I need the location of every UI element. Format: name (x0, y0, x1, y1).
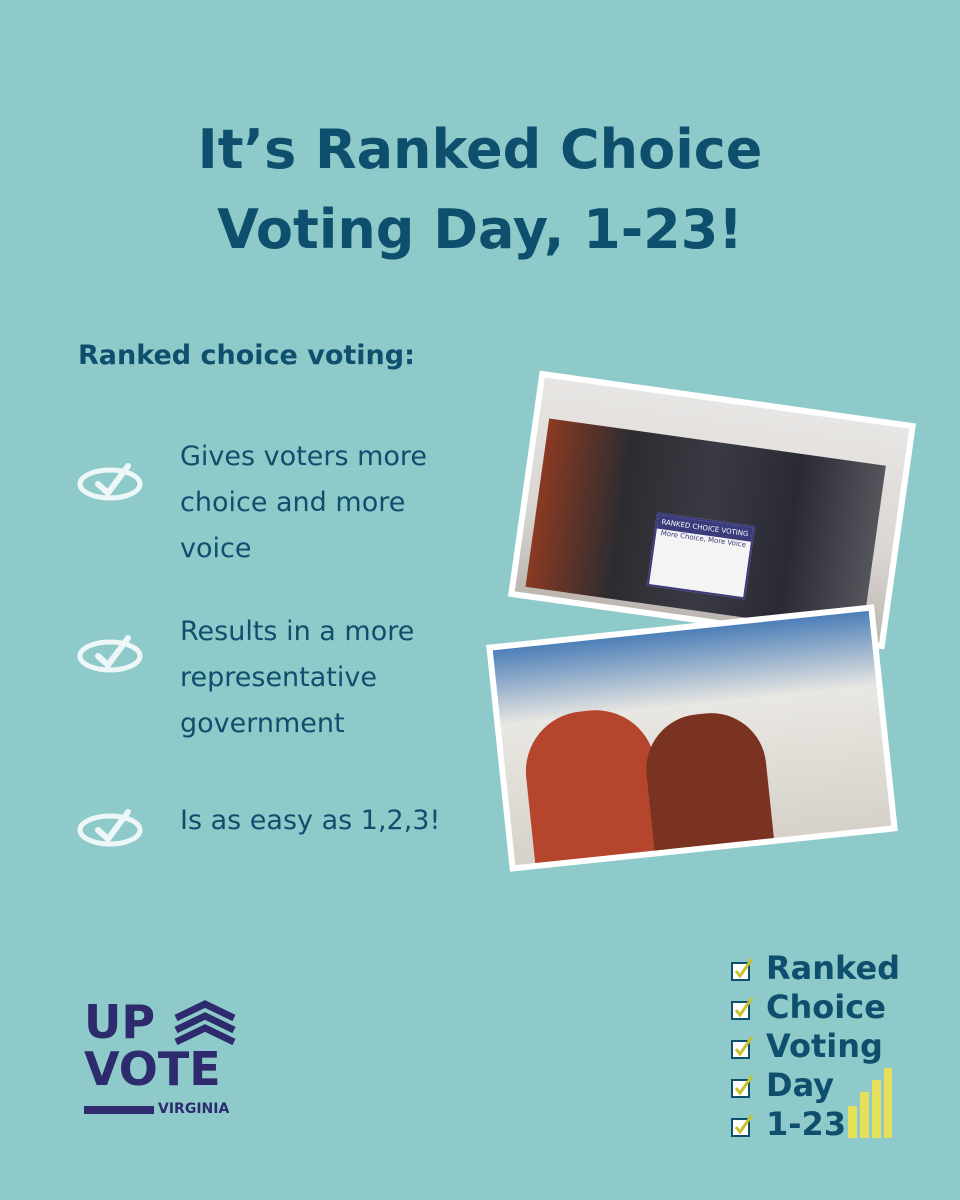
title-line: It’s Ranked Choice (197, 118, 763, 181)
checklist-text: Ranked (766, 949, 901, 987)
checklist-item: Ranked (730, 949, 900, 987)
checkbox (731, 1036, 754, 1059)
check-icon (77, 809, 143, 847)
logo-chevrons (174, 1000, 236, 1046)
logo-up: UP (84, 995, 156, 1049)
checklist-item: 1-23 (730, 1105, 846, 1143)
logo-virginia: VIRGINIA (158, 1101, 230, 1117)
checklist-text: 1-23 (766, 1105, 847, 1143)
bullet-text: Gives voters more choice and more voice (180, 441, 428, 564)
bars-icon (848, 1068, 892, 1138)
checkbox (731, 997, 754, 1020)
logo-vote: VOTE (84, 1042, 221, 1096)
checklist-text: Day (766, 1066, 835, 1104)
subheading: Ranked choice voting: (78, 340, 415, 371)
capitol-photo (486, 604, 898, 872)
checkbox (731, 1075, 754, 1098)
title-line: Voting Day, 1-23! (217, 198, 743, 261)
checklist-text: Choice (766, 988, 886, 1026)
check-icon (77, 635, 143, 673)
logo-bar (84, 1106, 154, 1114)
bullet-text: Results in a more representative governm… (180, 616, 415, 739)
check-icon (77, 463, 143, 501)
checklist-item: Voting (730, 1027, 883, 1065)
bullet-text: Is as easy as 1,2,3! (180, 805, 441, 836)
photo-sign: RANKED CHOICE VOTING More Choice, More Vo… (646, 512, 756, 600)
checklist-text: Voting (766, 1027, 883, 1065)
checkbox (731, 1114, 754, 1137)
checkbox (731, 958, 754, 981)
checklist-item: Day (730, 1066, 834, 1104)
checklist-item: Choice (730, 988, 886, 1026)
